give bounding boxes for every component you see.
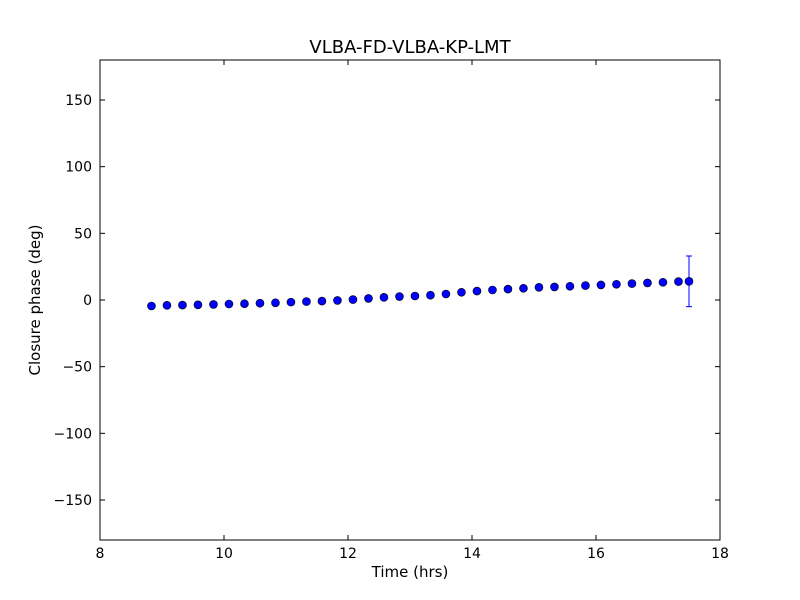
data-point	[441, 289, 451, 299]
data-point	[224, 299, 234, 309]
data-point	[333, 296, 342, 305]
x-axis-title: Time (hrs)	[371, 563, 449, 581]
data-point	[581, 281, 590, 290]
data-point	[240, 299, 249, 309]
y-tick-label: 100	[65, 160, 92, 176]
data-point	[426, 290, 435, 300]
y-tick-label: 50	[74, 226, 92, 242]
chart-title: VLBA-FD-VLBA-KP-LMT	[309, 37, 511, 58]
data-point	[286, 297, 296, 307]
data-point	[612, 279, 621, 289]
data-point	[472, 286, 482, 296]
data-point	[302, 297, 311, 306]
x-tick-label: 18	[711, 546, 729, 562]
x-tick-label: 8	[96, 546, 105, 562]
data-point	[271, 298, 280, 308]
data-point	[684, 277, 694, 286]
y-tick-label: −100	[54, 426, 92, 442]
data-point	[488, 285, 497, 295]
axis-ticks: 8 10 12 14 16 18 −150 −100 −50 0 50 100 150	[54, 60, 729, 562]
data-point	[503, 284, 513, 294]
data-point	[674, 277, 683, 286]
x-tick-label: 10	[215, 546, 233, 562]
data-point	[643, 278, 652, 288]
data-point	[162, 301, 172, 310]
plot-frame	[99, 59, 721, 541]
data-point	[209, 300, 218, 309]
data-point	[627, 279, 637, 288]
data-points	[147, 277, 694, 311]
y-tick-label: −150	[54, 493, 92, 509]
y-axis-title: Closure phase (deg)	[26, 225, 44, 376]
data-point	[364, 294, 373, 303]
x-tick-label: 14	[463, 546, 481, 562]
data-point	[147, 301, 156, 311]
data-point	[410, 291, 420, 301]
data-point	[395, 292, 404, 301]
y-tick-label: −50	[62, 360, 92, 376]
data-point	[596, 280, 606, 290]
data-point	[457, 287, 466, 297]
data-point	[255, 298, 265, 308]
x-tick-label: 12	[339, 546, 357, 562]
y-tick-label: 150	[65, 93, 92, 109]
data-point	[348, 295, 358, 304]
data-point	[178, 300, 187, 310]
data-point	[519, 283, 528, 293]
y-tick-label: 0	[83, 293, 92, 309]
data-point	[565, 281, 575, 291]
data-point	[658, 277, 668, 287]
data-point	[317, 296, 327, 306]
data-point	[550, 282, 559, 292]
data-point	[534, 283, 544, 292]
data-point	[193, 300, 203, 310]
data-point	[379, 293, 389, 302]
x-tick-label: 16	[587, 546, 605, 562]
